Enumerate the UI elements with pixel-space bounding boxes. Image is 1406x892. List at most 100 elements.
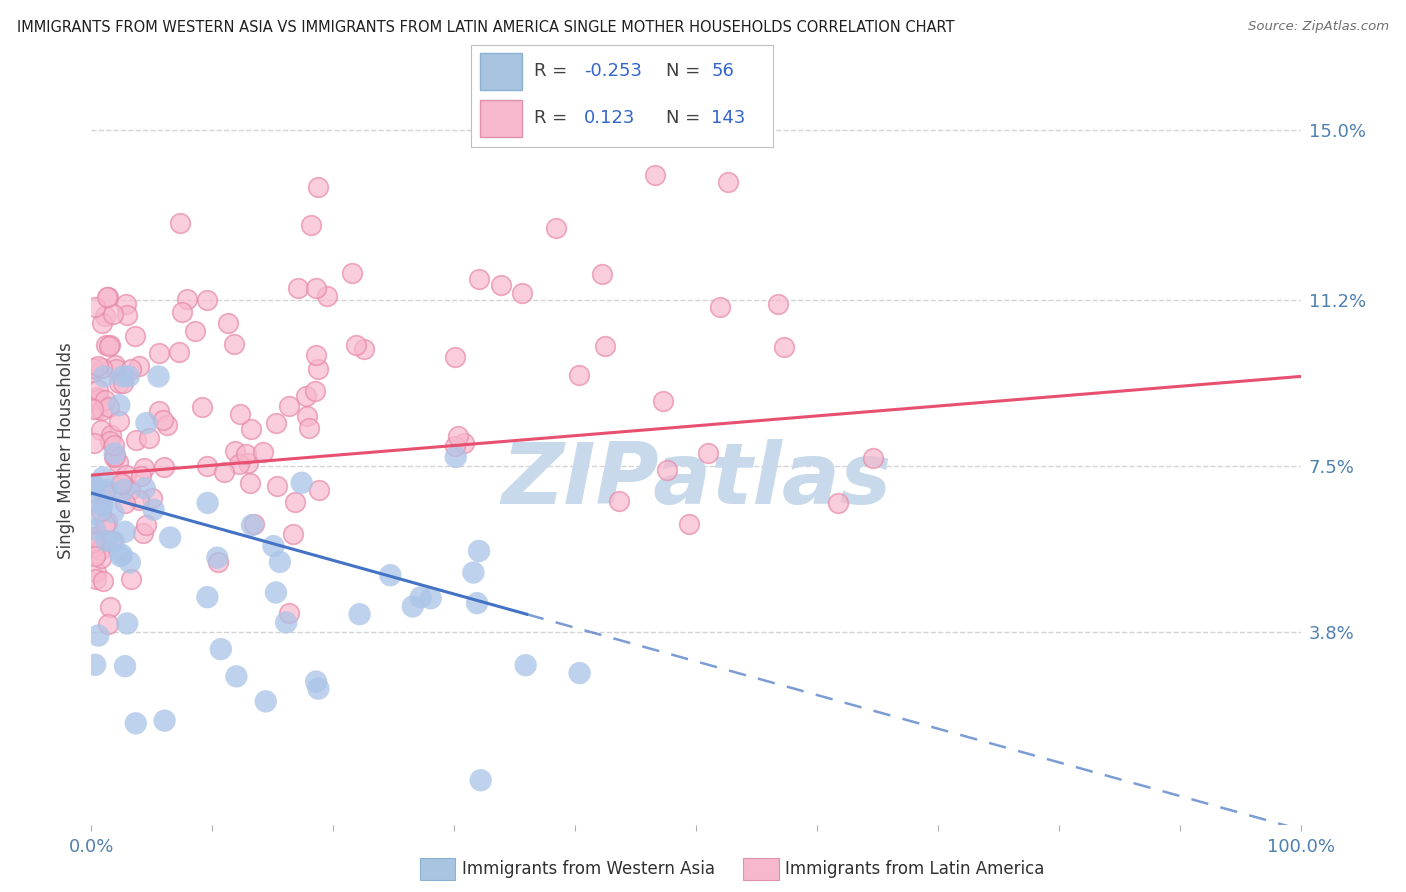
Point — [114, 659, 136, 673]
Point — [138, 431, 160, 445]
Point — [262, 539, 284, 553]
Point — [252, 445, 274, 459]
Point — [264, 585, 287, 599]
Point — [167, 345, 190, 359]
Point — [93, 574, 115, 588]
Point — [82, 484, 104, 499]
Point — [82, 365, 104, 379]
Point — [159, 531, 181, 545]
Point — [87, 384, 110, 398]
Point — [132, 460, 155, 475]
Point — [152, 460, 174, 475]
Point — [240, 518, 263, 533]
Point — [135, 416, 157, 430]
Point — [308, 483, 330, 497]
Point — [84, 523, 107, 537]
Point — [117, 308, 139, 322]
Point — [277, 399, 299, 413]
Point — [134, 481, 156, 495]
Point — [91, 403, 114, 417]
Point — [593, 339, 616, 353]
Point — [148, 346, 170, 360]
Text: Source: ZipAtlas.com: Source: ZipAtlas.com — [1249, 20, 1389, 33]
Point — [93, 485, 115, 500]
Point — [98, 600, 121, 615]
Point — [652, 394, 675, 409]
Point — [94, 393, 117, 408]
Point — [862, 451, 884, 466]
Point — [266, 417, 288, 431]
Point — [91, 470, 114, 484]
Point — [111, 548, 134, 562]
Point — [276, 615, 298, 630]
Point — [141, 491, 163, 505]
Point — [266, 479, 288, 493]
Point — [96, 515, 118, 529]
Text: IMMIGRANTS FROM WESTERN ASIA VS IMMIGRANTS FROM LATIN AMERICA SINGLE MOTHER HOUS: IMMIGRANTS FROM WESTERN ASIA VS IMMIGRAN… — [17, 20, 955, 35]
Point — [169, 216, 191, 230]
Point — [176, 292, 198, 306]
Point — [152, 413, 174, 427]
Point — [108, 376, 131, 390]
Point — [94, 516, 117, 531]
Point — [304, 384, 326, 398]
Point — [83, 436, 105, 450]
Point — [217, 316, 239, 330]
Point — [212, 465, 235, 479]
Point — [103, 506, 125, 520]
Point — [129, 468, 152, 483]
Point — [101, 533, 124, 548]
Point — [236, 456, 259, 470]
Point — [115, 467, 138, 482]
Point — [307, 362, 329, 376]
Point — [97, 483, 120, 497]
Point — [120, 572, 142, 586]
Point — [142, 502, 165, 516]
Point — [239, 422, 262, 436]
Point — [98, 339, 121, 353]
Point — [90, 423, 112, 437]
Point — [98, 337, 121, 351]
Point — [444, 439, 467, 453]
Point — [308, 180, 330, 194]
Point — [489, 277, 512, 292]
Point — [98, 400, 121, 414]
Point — [678, 517, 700, 532]
Point — [224, 337, 246, 351]
Text: Immigrants from Western Asia: Immigrants from Western Asia — [461, 860, 714, 878]
Point — [153, 714, 176, 728]
Point — [773, 340, 796, 354]
Bar — [479, 100, 523, 137]
Point — [118, 556, 141, 570]
Point — [86, 402, 108, 417]
Text: 56: 56 — [711, 62, 734, 80]
Text: R =: R = — [534, 110, 574, 128]
Point — [295, 389, 318, 403]
Point — [110, 476, 132, 491]
Point — [91, 499, 114, 513]
Point — [112, 483, 135, 497]
Point — [229, 407, 252, 421]
Point — [156, 418, 179, 433]
Point — [83, 479, 105, 493]
Point — [344, 338, 367, 352]
Point — [82, 500, 104, 514]
Point — [97, 290, 120, 304]
Point — [197, 590, 219, 604]
Point — [353, 342, 375, 356]
Point — [224, 444, 246, 458]
Point — [82, 402, 104, 417]
Point — [568, 666, 591, 681]
Point — [125, 433, 148, 447]
Point — [235, 447, 257, 461]
Point — [96, 533, 118, 548]
Point — [118, 483, 141, 497]
Bar — [419, 857, 456, 880]
Point — [100, 428, 122, 442]
Point — [103, 534, 125, 549]
Point — [419, 591, 441, 606]
Point — [84, 657, 107, 672]
Point — [709, 300, 731, 314]
Point — [125, 716, 148, 731]
Point — [307, 681, 329, 696]
